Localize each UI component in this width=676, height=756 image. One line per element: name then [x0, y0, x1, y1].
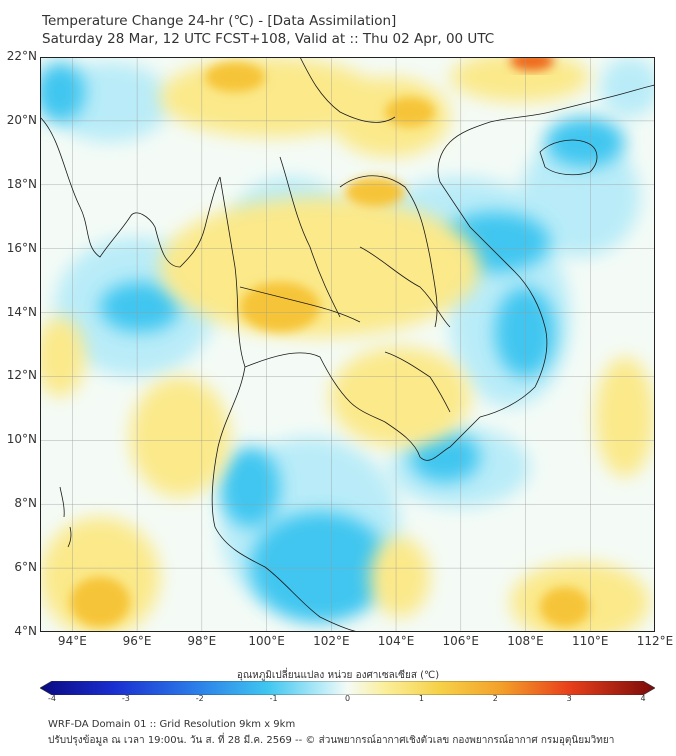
- lon-label: 102°E: [313, 634, 350, 648]
- colorbar-tick-label: -2: [195, 694, 204, 703]
- lat-label: 6°N: [14, 560, 37, 575]
- colorbar-tick-label: -3: [121, 694, 130, 703]
- lon-label: 104°E: [377, 634, 415, 648]
- temperature-change-map[interactable]: [40, 57, 655, 632]
- colorbar-tick-label: -4: [48, 694, 56, 703]
- lon-label: 98°E: [187, 634, 217, 648]
- map-border: [40, 57, 655, 632]
- colorbar-tick-label: 4: [640, 694, 646, 703]
- colorbar-tick-label: 1: [418, 694, 424, 703]
- lon-label: 112°E: [636, 634, 674, 648]
- lat-label: 10°N: [6, 432, 37, 447]
- hot-anomaly-areas: [70, 62, 590, 627]
- lon-label: 94°E: [57, 634, 87, 648]
- lat-label: 22°N: [6, 49, 37, 63]
- colorbar-tick-label: -1: [269, 694, 278, 703]
- title-line-1: Temperature Change 24-hr (℃) - [Data Ass…: [42, 13, 397, 29]
- lat-label: 12°N: [6, 368, 37, 383]
- map-title: Temperature Change 24-hr (℃) - [Data Ass…: [42, 12, 494, 48]
- lat-lon-grid: [40, 57, 655, 632]
- cold-anomaly-areas: [40, 62, 625, 622]
- footer-line-2: ปรับปรุงข้อมูล ณ เวลา 19:00น. วัน ส. ที่…: [48, 735, 615, 746]
- lat-label: 8°N: [14, 496, 37, 511]
- lon-label: 106°E: [442, 634, 480, 648]
- lon-label: 96°E: [122, 634, 152, 648]
- colorbar-ramp: [39, 680, 656, 696]
- lat-label: 20°N: [6, 112, 37, 127]
- footer-line-1: WRF-DA Domain 01 :: Grid Resolution 9km …: [48, 719, 296, 730]
- very-hot-anomaly-areas: [510, 57, 554, 71]
- lat-label: 18°N: [6, 176, 37, 191]
- colorbar-title: อุณหภูมิเปลี่ยนแปลง หน่วย องศาเซลเซียส (…: [236, 670, 440, 681]
- lat-label: 14°N: [6, 304, 37, 319]
- lat-label: 4°N: [14, 624, 37, 638]
- lon-label: 110°E: [572, 634, 609, 648]
- colorbar-tick-label: 0: [344, 694, 351, 703]
- colorbar-tick-label: 2: [492, 694, 498, 703]
- colorbar-tick-label: 3: [566, 694, 572, 703]
- lat-label: 16°N: [6, 240, 37, 255]
- title-line-2: Saturday 28 Mar, 12 UTC FCST+108, Valid …: [42, 31, 495, 47]
- map-canvas: [40, 57, 655, 632]
- lon-label: 108°E: [507, 634, 544, 648]
- lon-label: 100°E: [248, 634, 285, 648]
- coastlines-and-borders: [40, 57, 655, 632]
